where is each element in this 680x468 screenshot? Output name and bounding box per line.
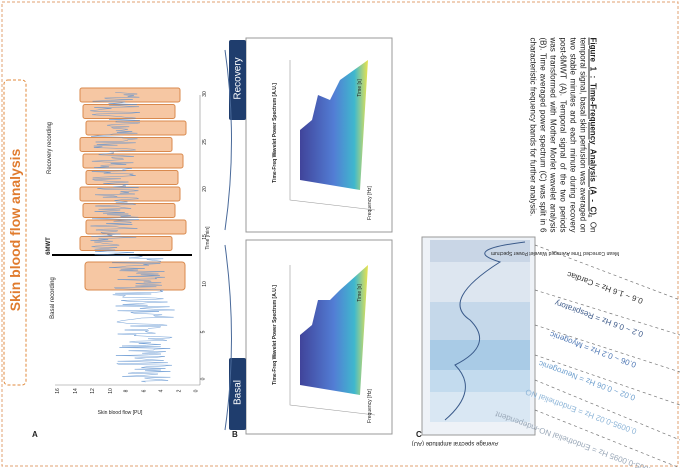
- a-y-tick: 8: [123, 389, 130, 393]
- panel-a: [52, 87, 201, 386]
- a-y-tick: 12: [89, 388, 96, 394]
- c-title: Mean Corrected Time Averaged Wavelet Pow…: [490, 250, 620, 256]
- recovery-time-axis: Time [s]: [357, 79, 363, 97]
- spectrum-curve: [444, 241, 526, 421]
- basal-surface: [300, 265, 368, 395]
- basal-recording: Basal recording: [50, 277, 56, 319]
- recovery-window: [85, 170, 179, 185]
- recovery-recording: Recovery recording: [47, 121, 53, 175]
- a-y-tick: 16: [54, 388, 61, 394]
- a-x-tick: 15: [201, 233, 208, 240]
- title-box: [3, 79, 27, 386]
- a-x-tick: 5: [200, 330, 207, 333]
- band-myogenic: [430, 302, 530, 340]
- a-y-tick: 4: [158, 389, 165, 393]
- panel-c-label: C: [416, 430, 422, 439]
- a-x-tick: 25: [201, 138, 208, 145]
- basal-tag: [229, 358, 246, 430]
- panel-b: [224, 37, 393, 435]
- band-respiratory: [430, 262, 530, 302]
- title: Skin blood flow analysis: [7, 148, 23, 312]
- a-x-tick: 20: [201, 186, 208, 192]
- caption: Figure 1 : Time-Frequency Analysis (A - …: [458, 38, 598, 233]
- basal-spectrum-title: Time-Freq Wavelet Power Spectrum [A.U.]: [272, 285, 278, 385]
- event-label: 6MWT: [45, 237, 52, 255]
- a-x-tick: 30: [201, 91, 208, 97]
- recovery-window: [79, 137, 173, 152]
- recovery-window: [85, 219, 187, 235]
- recovery-tag: [229, 40, 246, 120]
- c-y-axis: Average spectral amplitude (AU): [411, 440, 499, 446]
- a-x-tick: 10: [201, 281, 208, 287]
- brackets: [224, 49, 232, 431]
- a-y-tick: 10: [107, 388, 114, 394]
- a-y-axis: Skin blood flow [PU]: [97, 410, 143, 416]
- recovery-spectrum-title: Time-Freq Wavelet Power Spectrum [A.U.]: [272, 83, 278, 183]
- caption-heading: Figure 1 : Time-Frequency Analysis (A - …: [588, 37, 598, 218]
- a-y-tick: 14: [72, 388, 79, 394]
- recovery-surface: [300, 60, 368, 190]
- caption-body: On temporal signal, basal skin perfusion…: [528, 37, 598, 233]
- basal-tag-label: Basal: [232, 380, 244, 406]
- basal-time-axis: Time [s]: [357, 284, 363, 302]
- a-x-tick: 0: [200, 377, 207, 381]
- panel-b-label: B: [232, 430, 238, 439]
- a-y-tick: 6: [140, 389, 147, 393]
- recovery-frequency-axis: Frequency [Hz]: [367, 186, 373, 220]
- basal-frequency-axis: Frequency [Hz]: [367, 389, 373, 423]
- recovery-window: [79, 236, 173, 251]
- panel-c: [421, 236, 680, 468]
- a-y-tick: 0: [193, 389, 200, 393]
- a-y-tick: 2: [175, 389, 182, 393]
- band-neurogenic: [430, 340, 530, 370]
- recovery-tag-label: Recovery: [232, 57, 244, 100]
- band-no-independent: [430, 392, 530, 422]
- band-no: [430, 370, 530, 392]
- recovery-axes: [289, 60, 376, 211]
- panel-a-label: A: [32, 430, 38, 439]
- recovery-window: [85, 120, 187, 136]
- recovery-window: [82, 153, 184, 169]
- basal-axes: [289, 265, 376, 416]
- perfusion-trace: [90, 92, 175, 383]
